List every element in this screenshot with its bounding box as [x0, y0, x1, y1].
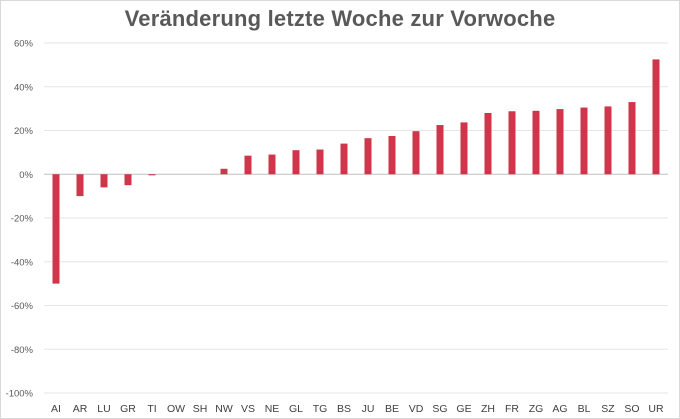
x-tick-label: LU [97, 403, 110, 415]
bar-lu [100, 174, 108, 188]
y-tick-label: -40% [11, 257, 34, 268]
bar-gr [124, 174, 132, 186]
x-tick-label: SO [624, 403, 639, 415]
bar-ju [364, 138, 372, 175]
y-tick-label: 40% [14, 82, 34, 93]
y-tick-label: 20% [14, 126, 34, 137]
x-tick-label: AG [552, 403, 567, 415]
bar-sg [436, 125, 444, 175]
x-tick-label: VS [241, 403, 255, 415]
x-tick-label: UR [648, 403, 664, 415]
x-tick-label: VD [409, 403, 424, 415]
bar-tg [316, 149, 324, 175]
y-tick-label: -60% [11, 301, 34, 312]
x-tick-label: GR [120, 403, 136, 415]
bar-vd [412, 131, 420, 175]
x-tick-label: ZH [481, 403, 495, 415]
bar-be [388, 135, 396, 175]
y-tick-label: -20% [11, 214, 34, 225]
bar-vs [244, 155, 252, 175]
x-tick-label: AR [73, 403, 88, 415]
bar-ar [76, 174, 84, 197]
y-tick-label: -80% [11, 345, 34, 356]
bar-nw [220, 168, 228, 175]
bar-bl [580, 107, 588, 175]
x-tick-label: BE [385, 403, 399, 415]
x-tick-label: AI [51, 403, 61, 415]
y-tick-label: -100% [6, 389, 34, 400]
x-tick-label: TG [313, 403, 328, 415]
x-tick-label: GL [289, 403, 303, 415]
bar-zg [532, 110, 540, 175]
y-tick-label: 60% [14, 39, 34, 50]
bar-gl [292, 150, 300, 175]
bar-fr [508, 111, 516, 175]
x-tick-label: SG [432, 403, 447, 415]
x-tick-label: JU [362, 403, 375, 415]
x-tick-label: BL [578, 403, 591, 415]
x-tick-label: TI [147, 403, 156, 415]
bar-ti [148, 174, 156, 176]
chart-title: Veränderung letzte Woche zur Vorwoche [124, 6, 556, 31]
x-tick-label: BS [337, 403, 351, 415]
bar-ge [460, 122, 468, 175]
bar-ne [268, 154, 276, 175]
x-tick-label: NW [215, 403, 233, 415]
x-tick-label: ZG [529, 403, 544, 415]
x-tick-label: SH [193, 403, 208, 415]
x-tick-label: SZ [601, 403, 615, 415]
x-tick-label: GE [456, 403, 471, 415]
bar-ai [52, 174, 60, 284]
bar-bs [340, 143, 348, 175]
bar-sz [604, 106, 612, 175]
x-tick-label: FR [505, 403, 519, 415]
x-tick-label: OW [167, 403, 185, 415]
bar-ur [652, 59, 660, 175]
bar-zh [484, 113, 492, 175]
bar-so [628, 102, 636, 175]
bar-ag [556, 109, 564, 175]
y-tick-label: 0% [19, 170, 33, 181]
x-tick-label: NE [265, 403, 280, 415]
